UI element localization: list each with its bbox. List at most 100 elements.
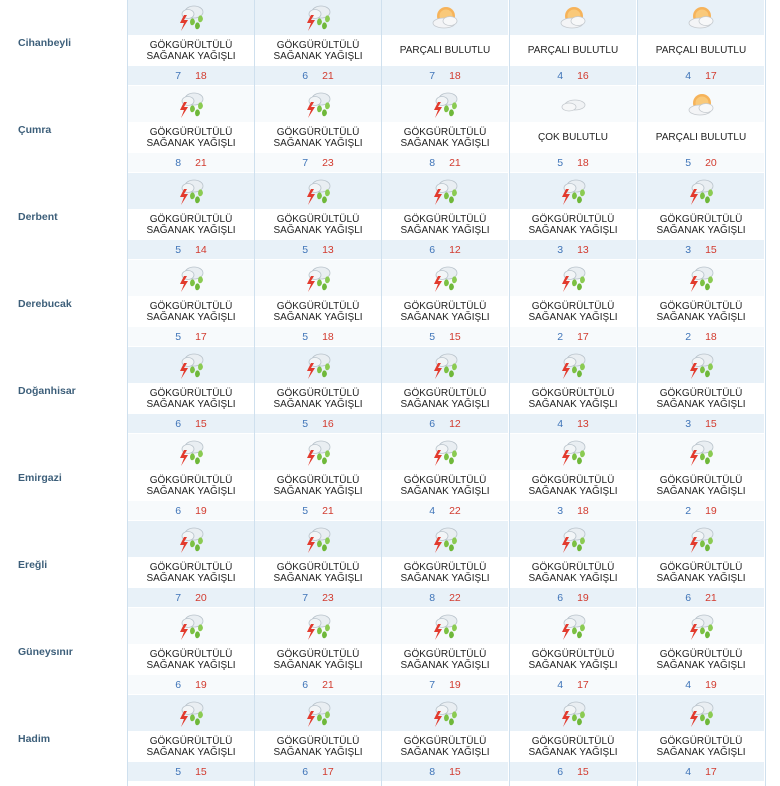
city-name[interactable]: Doğanhisar — [18, 384, 76, 397]
thunderstorm-rain-icon — [175, 3, 207, 33]
condition-area: GÖKGÜRÜLTÜLÜ SAĞANAK YAĞIŞLI — [255, 296, 381, 327]
city-name[interactable]: Cihanbeyli — [18, 36, 72, 49]
forecast-cell: GÖKGÜRÜLTÜLÜ SAĞANAK YAĞIŞLI 7 18 — [128, 0, 254, 86]
forecast-cell: PARÇALI BULUTLU 7 18 — [382, 0, 508, 86]
condition-text: GÖKGÜRÜLTÜLÜ SAĞANAK YAĞIŞLI — [273, 300, 363, 323]
min-temperature: 5 — [302, 330, 309, 343]
condition-area: GÖKGÜRÜLTÜLÜ SAĞANAK YAĞIŞLI — [510, 644, 636, 675]
condition-text: GÖKGÜRÜLTÜLÜ SAĞANAK YAĞIŞLI — [273, 213, 363, 236]
min-temperature: 4 — [557, 69, 564, 82]
temperature-pair: 4 17 — [638, 66, 764, 85]
temperature-area: 3 18 — [510, 501, 636, 520]
temperature-area: 7 18 — [382, 66, 508, 85]
thunderstorm-rain-icon — [302, 699, 334, 729]
forecast-cell: GÖKGÜRÜLTÜLÜ SAĞANAK YAĞIŞLI 2 19 — [638, 434, 764, 521]
temperature-area: 6 21 — [255, 66, 381, 85]
temperature-area: 7 19 — [382, 675, 508, 694]
icon-area — [255, 695, 381, 731]
thunderstorm-rain-icon — [302, 612, 334, 642]
condition-text: GÖKGÜRÜLTÜLÜ SAĞANAK YAĞIŞLI — [400, 387, 490, 410]
city-name[interactable]: Derebucak — [18, 297, 72, 310]
temperature-pair: 5 15 — [382, 327, 508, 346]
thunderstorm-rain-icon — [175, 177, 207, 207]
condition-text: GÖKGÜRÜLTÜLÜ SAĞANAK YAĞIŞLI — [528, 474, 618, 497]
condition-text: GÖKGÜRÜLTÜLÜ SAĞANAK YAĞIŞLI — [656, 648, 746, 671]
city-name[interactable]: Ereğli — [18, 558, 48, 571]
forecast-cell: GÖKGÜRÜLTÜLÜ SAĞANAK YAĞIŞLI 6 19 — [128, 608, 254, 695]
max-temperature: 21 — [705, 591, 717, 604]
condition-text: GÖKGÜRÜLTÜLÜ SAĞANAK YAĞIŞLI — [656, 735, 746, 758]
icon-area — [510, 521, 636, 557]
city-name[interactable]: Derbent — [18, 210, 58, 223]
max-temperature: 13 — [322, 243, 334, 256]
condition-text: GÖKGÜRÜLTÜLÜ SAĞANAK YAĞIŞLI — [400, 735, 490, 758]
condition-area: GÖKGÜRÜLTÜLÜ SAĞANAK YAĞIŞLI — [255, 35, 381, 66]
icon-area — [638, 695, 764, 731]
max-temperature: 17 — [705, 765, 717, 778]
icon-area — [382, 434, 508, 470]
min-temperature: 8 — [429, 765, 436, 778]
max-temperature: 20 — [705, 156, 717, 169]
city-row: Cihanbeyli GÖKGÜRÜLTÜLÜ SAĞANAK YAĞIŞLI 7… — [0, 0, 768, 86]
condition-area: ÇOK BULUTLU — [510, 122, 636, 153]
icon-area — [510, 173, 636, 209]
temperature-area: 4 22 — [382, 501, 508, 520]
min-temperature: 7 — [429, 69, 436, 82]
max-temperature: 13 — [577, 417, 589, 430]
condition-area: GÖKGÜRÜLTÜLÜ SAĞANAK YAĞIŞLI — [638, 383, 764, 414]
temperature-pair: 6 21 — [638, 588, 764, 607]
forecast-cell: PARÇALI BULUTLU 4 16 — [510, 0, 636, 86]
condition-text: PARÇALI BULUTLU — [655, 132, 747, 143]
max-temperature: 17 — [322, 765, 334, 778]
forecast-cell: GÖKGÜRÜLTÜLÜ SAĞANAK YAĞIŞLI 4 17 — [638, 695, 764, 782]
condition-text: GÖKGÜRÜLTÜLÜ SAĞANAK YAĞIŞLI — [273, 126, 363, 149]
temperature-pair: 8 22 — [382, 588, 508, 607]
temperature-area: 4 17 — [638, 762, 764, 781]
min-temperature: 5 — [302, 417, 309, 430]
icon-area — [638, 434, 764, 470]
thunderstorm-rain-icon — [429, 612, 461, 642]
temperature-area: 7 20 — [128, 588, 254, 607]
forecast-cell: GÖKGÜRÜLTÜLÜ SAĞANAK YAĞIŞLI 7 19 — [382, 608, 508, 695]
condition-text: GÖKGÜRÜLTÜLÜ SAĞANAK YAĞIŞLI — [400, 213, 490, 236]
condition-area: GÖKGÜRÜLTÜLÜ SAĞANAK YAĞIŞLI — [638, 557, 764, 588]
condition-area: GÖKGÜRÜLTÜLÜ SAĞANAK YAĞIŞLI — [255, 470, 381, 501]
condition-text: GÖKGÜRÜLTÜLÜ SAĞANAK YAĞIŞLI — [146, 474, 236, 497]
temperature-pair: 5 18 — [510, 153, 636, 172]
city-name[interactable]: Emirgazi — [18, 471, 62, 484]
min-temperature: 3 — [685, 243, 692, 256]
icon-area — [510, 347, 636, 383]
forecast-cell: GÖKGÜRÜLTÜLÜ SAĞANAK YAĞIŞLI 5 15 — [128, 695, 254, 782]
forecast-cell: GÖKGÜRÜLTÜLÜ SAĞANAK YAĞIŞLI 2 18 — [638, 260, 764, 347]
forecast-cell: GÖKGÜRÜLTÜLÜ SAĞANAK YAĞIŞLI 5 18 — [255, 260, 381, 347]
temperature-pair: 8 21 — [128, 153, 254, 172]
min-temperature: 5 — [302, 504, 309, 517]
condition-text: PARÇALI BULUTLU — [655, 45, 747, 56]
condition-area: GÖKGÜRÜLTÜLÜ SAĞANAK YAĞIŞLI — [510, 731, 636, 762]
min-temperature: 6 — [429, 417, 436, 430]
temperature-area: 5 13 — [255, 240, 381, 259]
city-name[interactable]: Güneysınır — [18, 645, 73, 658]
min-temperature: 4 — [429, 504, 436, 517]
max-temperature: 23 — [322, 591, 334, 604]
max-temperature: 21 — [449, 156, 461, 169]
forecast-cell: GÖKGÜRÜLTÜLÜ SAĞANAK YAĞIŞLI 3 18 — [510, 434, 636, 521]
condition-text: GÖKGÜRÜLTÜLÜ SAĞANAK YAĞIŞLI — [273, 561, 363, 584]
max-temperature: 22 — [449, 591, 461, 604]
city-name[interactable]: Çumra — [18, 123, 52, 136]
temperature-area: 6 21 — [255, 675, 381, 694]
forecast-cell: GÖKGÜRÜLTÜLÜ SAĞANAK YAĞIŞLI 6 21 — [255, 0, 381, 86]
thunderstorm-rain-icon — [685, 177, 717, 207]
min-temperature: 5 — [429, 330, 436, 343]
icon-area — [638, 0, 764, 35]
temperature-area: 3 15 — [638, 414, 764, 433]
temperature-pair: 4 13 — [510, 414, 636, 433]
condition-area: GÖKGÜRÜLTÜLÜ SAĞANAK YAĞIŞLI — [128, 731, 254, 762]
icon-area — [255, 347, 381, 383]
min-temperature: 8 — [429, 156, 436, 169]
thunderstorm-rain-icon — [429, 525, 461, 555]
min-temperature: 6 — [302, 678, 309, 691]
min-temperature: 8 — [429, 591, 436, 604]
city-name[interactable]: Hadim — [18, 732, 51, 745]
